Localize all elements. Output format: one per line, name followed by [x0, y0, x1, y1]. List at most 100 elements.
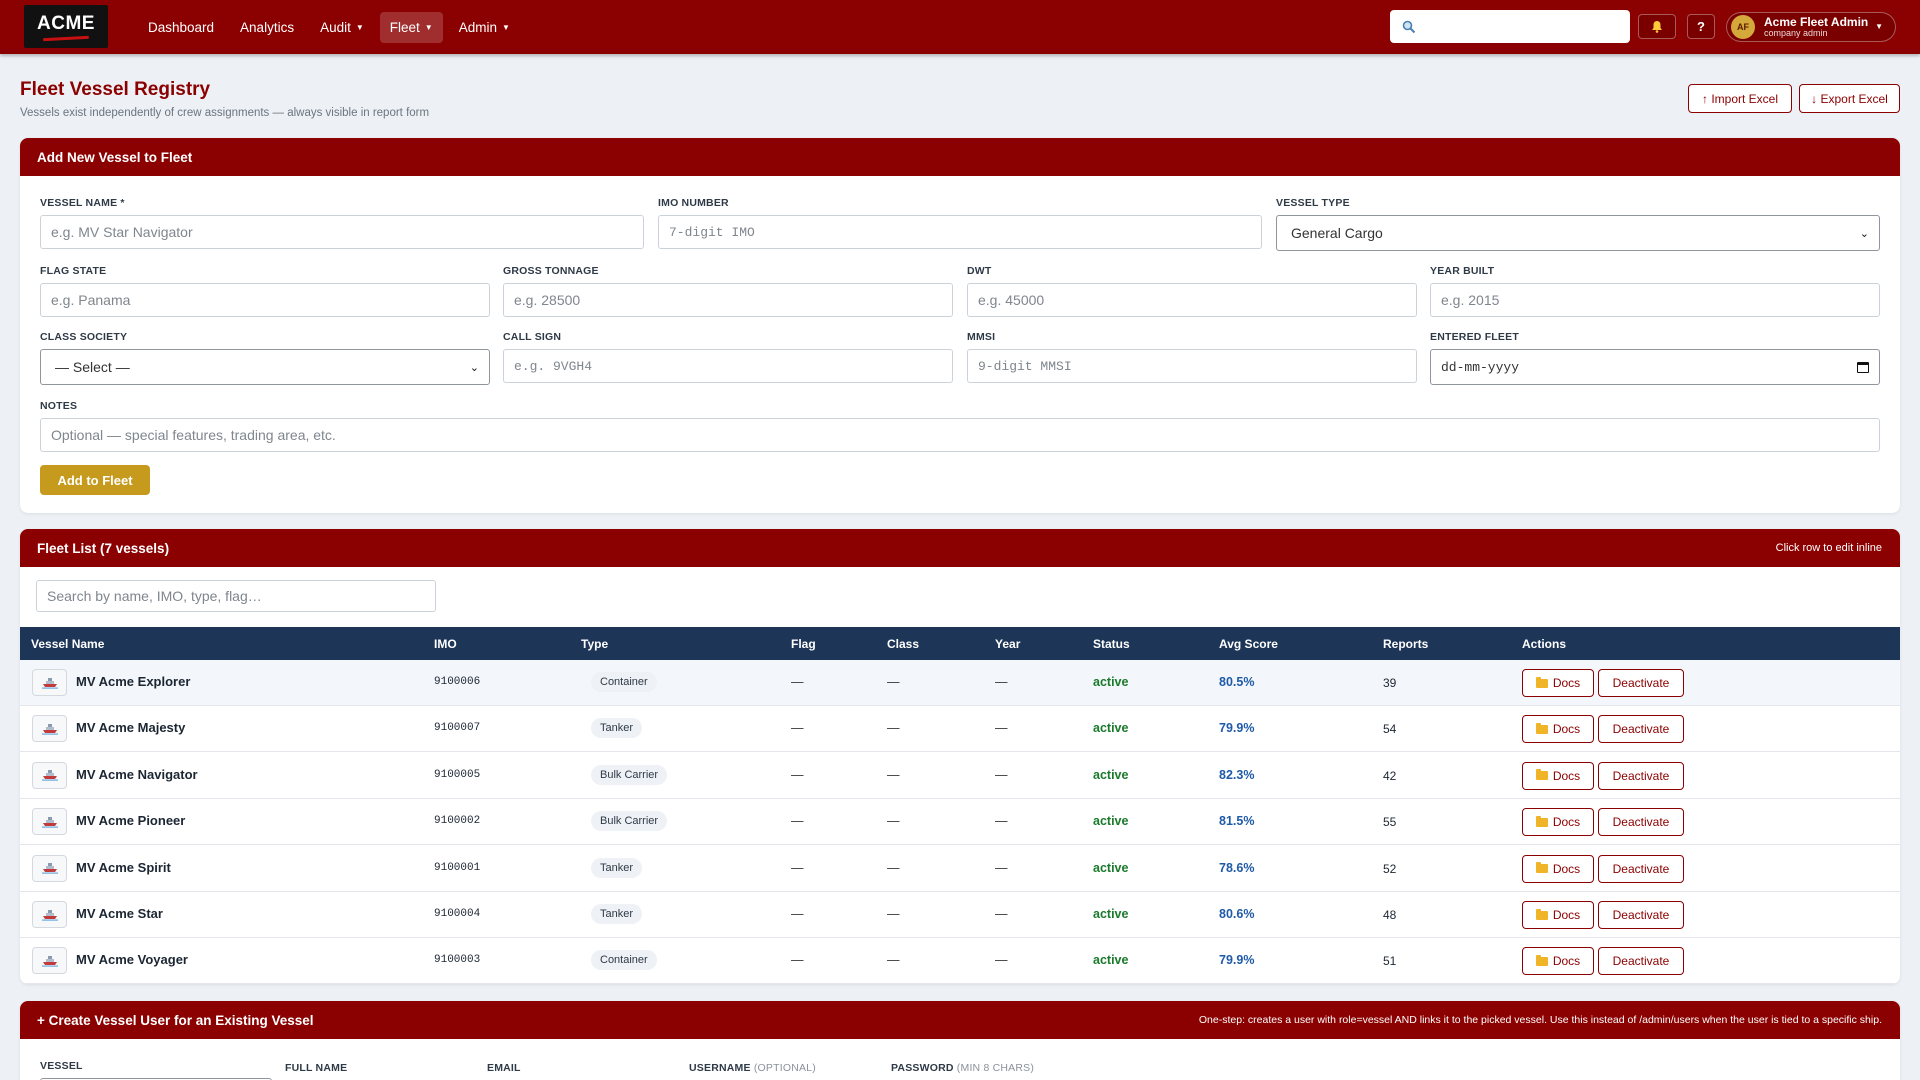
table-row[interactable]: MV Acme Explorer 9100006 Container — — — activ…: [20, 660, 1900, 706]
deactivate-button[interactable]: Deactivate: [1598, 669, 1684, 697]
folder-icon: [1535, 769, 1548, 781]
nav-fleet-label: Fleet: [389, 20, 420, 35]
vessel-imo: 9100002: [434, 815, 481, 828]
cu-email-label: EMAIL: [487, 1062, 521, 1074]
help-button[interactable]: ?: [1687, 14, 1715, 39]
gross-tonnage-input[interactable]: [503, 283, 953, 317]
col-avg-score[interactable]: Avg Score: [1219, 637, 1278, 651]
col-vessel-name[interactable]: Vessel Name: [31, 637, 105, 651]
report-count: 52: [1383, 861, 1397, 876]
vessel-class: —: [887, 860, 900, 875]
vessel-class: —: [887, 721, 900, 736]
nav-fleet[interactable]: Fleet ▼: [379, 12, 443, 43]
nav-analytics[interactable]: Analytics: [230, 12, 304, 43]
nav-analytics-label: Analytics: [240, 20, 295, 35]
vessel-type-badge: Tanker: [591, 718, 643, 739]
table-row[interactable]: MV Acme Star 9100004 Tanker — — — active 80.6% 4…: [20, 892, 1900, 938]
avg-score: 78.6%: [1219, 860, 1255, 875]
cu-vessel-select[interactable]: [40, 1078, 272, 1080]
status-badge: active: [1093, 907, 1129, 921]
export-excel-button[interactable]: ↓ Export Excel: [1799, 84, 1900, 113]
create-vessel-user-card: + Create Vessel User for an Existing Ves…: [20, 1001, 1900, 1080]
col-reports[interactable]: Reports: [1383, 637, 1429, 651]
table-row[interactable]: MV Acme Spirit 9100001 Tanker — — — active 78.6…: [20, 846, 1900, 892]
chevron-down-icon: ⌄: [469, 361, 479, 374]
global-search-input[interactable]: [1422, 19, 1622, 34]
status-badge: active: [1093, 860, 1129, 875]
vessel-flag: —: [791, 953, 804, 968]
col-class[interactable]: Class: [887, 637, 920, 651]
col-imo[interactable]: IMO: [434, 637, 457, 651]
docs-button[interactable]: Docs: [1522, 761, 1594, 790]
folder-icon: [1535, 676, 1548, 688]
deactivate-button[interactable]: Deactivate: [1598, 808, 1684, 837]
vessel-type-badge: Container: [591, 950, 657, 971]
deactivate-button[interactable]: Deactivate: [1598, 947, 1684, 976]
docs-button[interactable]: Docs: [1522, 808, 1594, 837]
status-badge: active: [1093, 814, 1129, 829]
docs-button[interactable]: Docs: [1522, 715, 1594, 744]
vessel-class: —: [887, 814, 900, 829]
help-label: ?: [1697, 19, 1705, 34]
col-flag[interactable]: Flag: [791, 637, 816, 651]
entered-fleet-date[interactable]: dd-mm-yyyy: [1430, 349, 1880, 385]
imo-input[interactable]: [658, 215, 1262, 249]
vessel-flag: —: [791, 907, 804, 921]
call-sign-input[interactable]: [503, 349, 953, 383]
fleet-search-input[interactable]: [36, 580, 436, 612]
nav-dashboard[interactable]: Dashboard: [138, 12, 224, 43]
deactivate-button[interactable]: Deactivate: [1598, 901, 1684, 929]
nav-admin[interactable]: Admin ▼: [449, 12, 520, 43]
acme-logo[interactable]: ACME: [24, 5, 108, 48]
gross-tonnage-label: GROSS TONNAGE: [503, 265, 599, 277]
col-type[interactable]: Type: [581, 637, 609, 651]
folder-icon: [1535, 862, 1548, 874]
flag-state-input[interactable]: [40, 283, 490, 317]
vessel-imo: 9100003: [434, 954, 481, 967]
table-row[interactable]: MV Acme Voyager 9100003 Container — — — active…: [20, 938, 1900, 984]
docs-button[interactable]: Docs: [1522, 901, 1594, 929]
vessel-type-badge: Container: [591, 672, 657, 692]
vessel-type-label: VESSEL TYPE: [1276, 197, 1350, 209]
notes-input[interactable]: [40, 418, 1880, 452]
status-badge: active: [1093, 675, 1129, 689]
deactivate-button[interactable]: Deactivate: [1598, 715, 1684, 744]
add-vessel-card: Add New Vessel to Fleet VESSEL NAME * IM…: [20, 138, 1900, 513]
vessel-type-select[interactable]: General Cargo ⌄: [1276, 215, 1880, 251]
bell-icon: [1652, 21, 1662, 33]
add-to-fleet-button[interactable]: Add to Fleet: [40, 465, 150, 495]
table-row[interactable]: MV Acme Majesty 9100007 Tanker — — — active 79.…: [20, 706, 1900, 753]
vessel-name-input[interactable]: [40, 215, 644, 249]
vessel-year: —: [995, 814, 1008, 829]
deactivate-button[interactable]: Deactivate: [1598, 761, 1684, 790]
docs-button[interactable]: Docs: [1522, 947, 1594, 976]
calendar-icon[interactable]: [1857, 361, 1869, 373]
vessel-year: —: [995, 767, 1008, 782]
notifications-button[interactable]: [1638, 14, 1676, 39]
docs-button[interactable]: Docs: [1522, 669, 1594, 697]
vessel-type-value: General Cargo: [1291, 225, 1383, 241]
docs-button[interactable]: Docs: [1522, 854, 1594, 883]
year-built-input[interactable]: [1430, 283, 1880, 317]
vessel-year: —: [995, 860, 1008, 875]
import-excel-button[interactable]: ↑ Import Excel: [1688, 84, 1792, 113]
mmsi-input[interactable]: [967, 349, 1417, 383]
dwt-input[interactable]: [967, 283, 1417, 317]
vessel-imo: 9100005: [434, 768, 481, 781]
deactivate-label: Deactivate: [1612, 861, 1670, 876]
ship-icon: [32, 901, 67, 928]
nav-audit[interactable]: Audit ▼: [310, 12, 374, 43]
vessel-imo: 9100006: [434, 676, 481, 688]
class-society-select[interactable]: — Select — ⌄: [40, 349, 490, 385]
table-row[interactable]: MV Acme Pioneer 9100002 Bulk Carrier — — — act…: [20, 799, 1900, 846]
cu-password-opt: (MIN 8 CHARS): [956, 1062, 1035, 1074]
col-status[interactable]: Status: [1093, 637, 1130, 651]
deactivate-label: Deactivate: [1612, 768, 1670, 783]
vessel-type-badge: Tanker: [591, 904, 643, 924]
col-year[interactable]: Year: [995, 637, 1021, 651]
fleet-list-hint: Click row to edit inline: [1775, 542, 1882, 554]
table-row[interactable]: MV Acme Navigator 9100005 Bulk Carrier — — — a…: [20, 753, 1900, 799]
user-menu[interactable]: AF Acme Fleet Admin company admin ▼: [1726, 12, 1896, 42]
create-user-title: + Create Vessel User for an Existing Ves…: [37, 1012, 314, 1028]
deactivate-button[interactable]: Deactivate: [1598, 854, 1684, 883]
